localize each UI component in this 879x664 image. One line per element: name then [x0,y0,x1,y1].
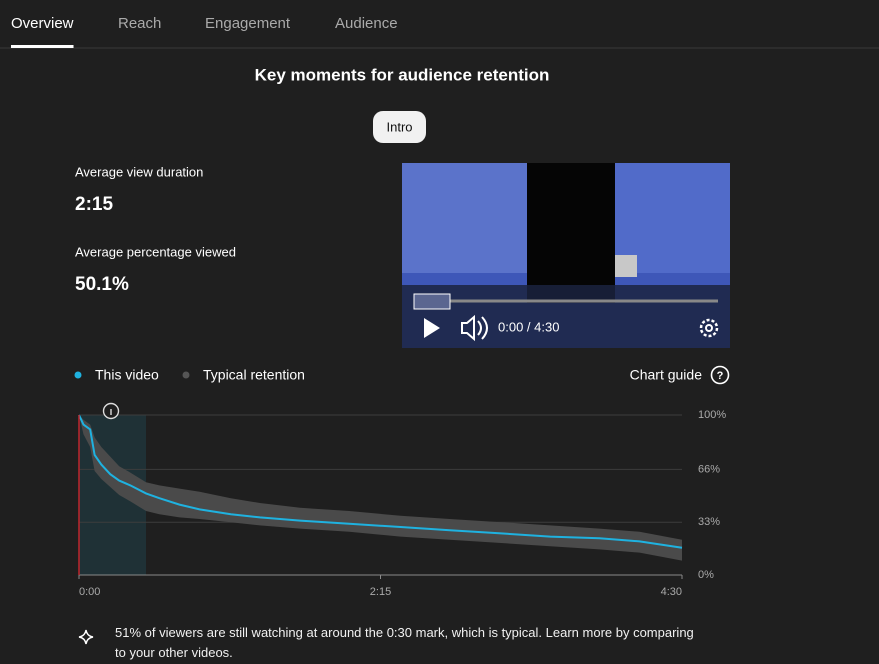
video-time: 0:00 / 4:30 [498,319,559,334]
metric-label: Average view duration [75,164,203,179]
x-tick-label: 0:00 [79,586,100,598]
tab[interactable]: Reach [118,15,161,32]
volume-button[interactable] [461,314,488,342]
y-tick-label: 0% [698,569,714,581]
legend-label: This video [95,367,159,383]
chart-guide[interactable]: Chart guide [630,367,703,383]
section-heading: Key moments for audience retention [255,65,550,84]
progress-preview [413,293,451,310]
tab[interactable]: Overview [11,15,74,32]
legend-label: Typical retention [203,367,305,383]
y-tick-label: 100% [698,409,726,421]
x-tick-label: 2:15 [370,586,391,598]
video-blur [402,163,527,273]
settings-button[interactable] [699,318,719,338]
tab[interactable]: Audience [335,15,398,32]
video-blur [527,163,615,303]
key-moment-chip[interactable] [373,111,426,143]
help-icon[interactable]: ? [710,365,730,385]
video-blur [615,255,637,277]
tab-underline [11,45,74,48]
legend-dot [74,371,82,379]
metric-value: 50.1% [75,274,129,295]
y-tick-label: 66% [698,463,720,475]
metric-label: Average percentage viewed [75,244,236,259]
insight-text: 51% of viewers are still watching at aro… [115,625,694,660]
video-player[interactable]: 0:00 / 4:30 [402,163,730,348]
play-button[interactable] [424,318,440,338]
tab[interactable]: Engagement [205,15,291,32]
retention-line [78,414,683,549]
metric-value: 2:15 [75,194,113,215]
svg-text:?: ? [717,370,724,382]
typical-retention-band [79,415,682,561]
sparkle-icon [78,629,94,645]
video-blur [615,163,730,273]
video-shade [402,285,730,348]
legend-dot [182,371,190,379]
key-moment-label: Intro [386,119,412,134]
x-tick-label: 4:30 [661,586,682,598]
y-tick-label: 33% [698,516,720,528]
